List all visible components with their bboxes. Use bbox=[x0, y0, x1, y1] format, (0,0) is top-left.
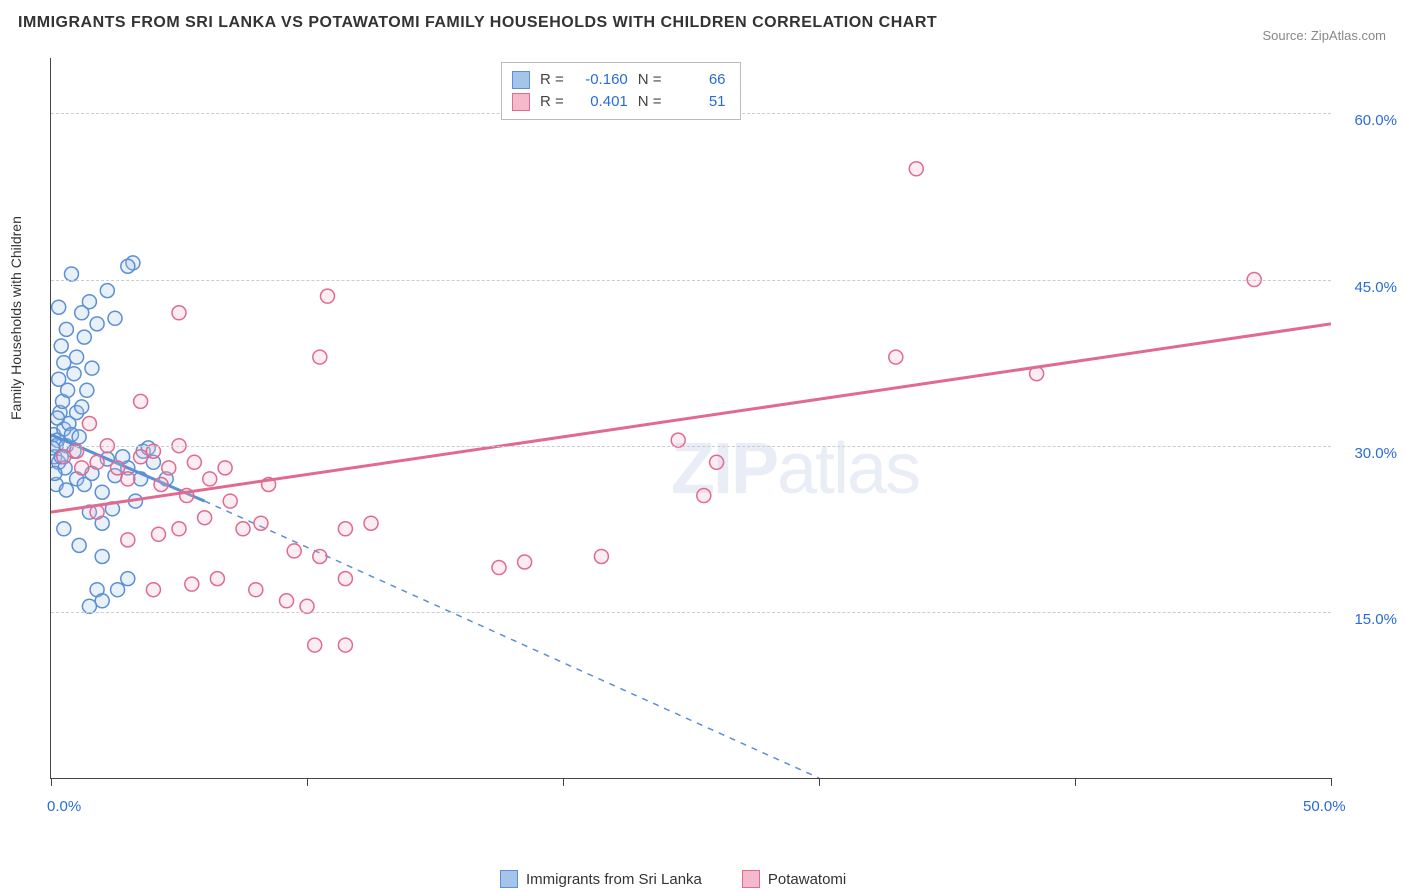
x-tick bbox=[51, 778, 52, 786]
correlation-legend: R = -0.160 N = 66 R = 0.401 N = 51 bbox=[501, 62, 741, 120]
n-value-series-1: 51 bbox=[672, 91, 726, 113]
n-label: N = bbox=[638, 91, 662, 113]
chart-container: IMMIGRANTS FROM SRI LANKA VS POTAWATOMI … bbox=[0, 0, 1406, 892]
legend-swatch-pink bbox=[742, 870, 760, 888]
chart-title: IMMIGRANTS FROM SRI LANKA VS POTAWATOMI … bbox=[18, 14, 937, 32]
legend-row-series-0: R = -0.160 N = 66 bbox=[512, 69, 726, 91]
x-tick-label: 50.0% bbox=[1303, 798, 1346, 815]
r-value-series-0: -0.160 bbox=[574, 69, 628, 91]
r-value-series-1: 0.401 bbox=[574, 91, 628, 113]
x-tick bbox=[1075, 778, 1076, 786]
legend-item-1: Potawatomi bbox=[742, 870, 846, 888]
r-label: R = bbox=[540, 69, 564, 91]
x-tick bbox=[307, 778, 308, 786]
x-tick bbox=[563, 778, 564, 786]
scatter-svg bbox=[51, 58, 1331, 778]
legend-item-0: Immigrants from Sri Lanka bbox=[500, 870, 702, 888]
y-axis-label: Family Households with Children bbox=[8, 216, 24, 420]
grid-line bbox=[51, 446, 1331, 447]
source-attribution: Source: ZipAtlas.com bbox=[1262, 28, 1386, 43]
y-tick-label: 30.0% bbox=[1354, 445, 1397, 462]
legend-swatch-blue bbox=[500, 870, 518, 888]
x-tick bbox=[1331, 778, 1332, 786]
legend-label-0: Immigrants from Sri Lanka bbox=[526, 871, 702, 888]
x-tick bbox=[819, 778, 820, 786]
y-tick-label: 60.0% bbox=[1354, 112, 1397, 129]
x-tick-label: 0.0% bbox=[47, 798, 81, 815]
grid-line bbox=[51, 612, 1331, 613]
legend-row-series-1: R = 0.401 N = 51 bbox=[512, 91, 726, 113]
n-value-series-0: 66 bbox=[672, 69, 726, 91]
r-label: R = bbox=[540, 91, 564, 113]
grid-line bbox=[51, 280, 1331, 281]
legend-label-1: Potawatomi bbox=[768, 871, 846, 888]
watermark-light: atlas bbox=[777, 429, 919, 509]
legend-swatch-pink bbox=[512, 93, 530, 111]
watermark-bold: ZIP bbox=[671, 429, 777, 509]
watermark: ZIPatlas bbox=[671, 428, 919, 510]
y-tick-label: 45.0% bbox=[1354, 279, 1397, 296]
plot-area: ZIPatlas R = -0.160 N = 66 R = 0.401 N =… bbox=[50, 58, 1331, 779]
n-label: N = bbox=[638, 69, 662, 91]
legend-swatch-blue bbox=[512, 71, 530, 89]
series-legend: Immigrants from Sri Lanka Potawatomi bbox=[500, 870, 846, 888]
y-tick-label: 15.0% bbox=[1354, 611, 1397, 628]
